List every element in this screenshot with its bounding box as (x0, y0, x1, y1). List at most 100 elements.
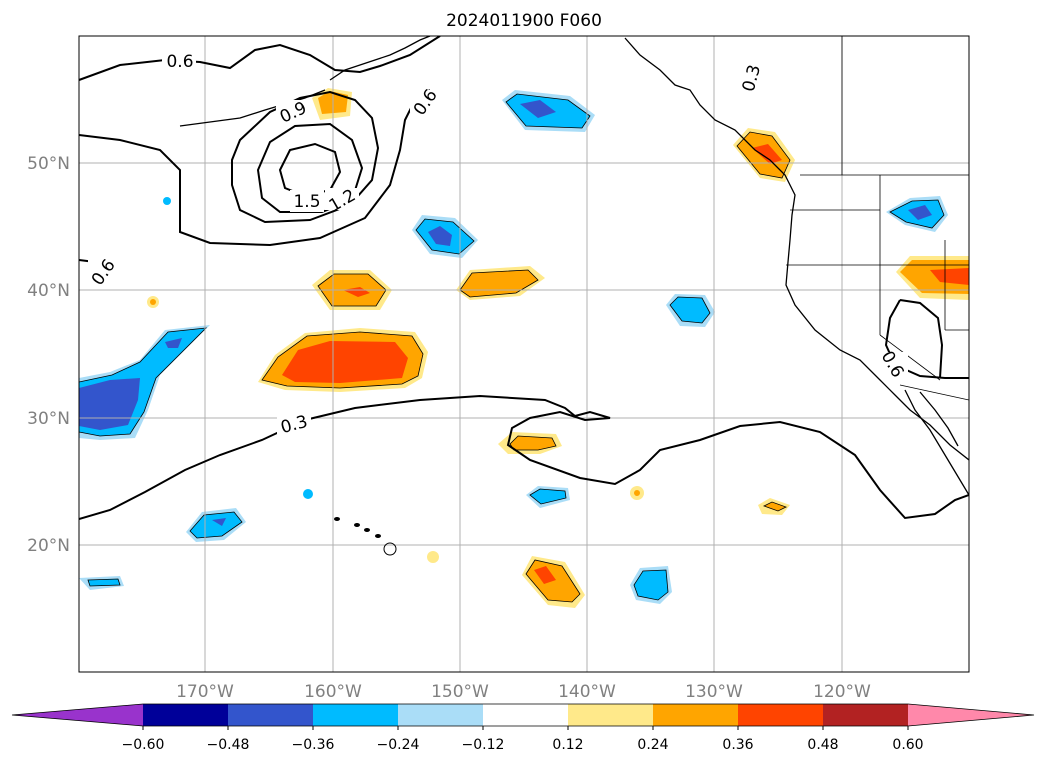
lat-label-40n: 40°N (27, 281, 70, 301)
positive-anomaly-region (900, 260, 969, 294)
negative-anomaly-region (634, 570, 668, 600)
colorbar-segment (313, 704, 398, 726)
map-title: 2024011900 F060 (446, 11, 602, 31)
anomaly-outline (762, 501, 788, 512)
contour-label-bg (276, 100, 310, 122)
colorbar-segment (398, 704, 483, 726)
negative-anomaly-region (165, 338, 182, 348)
contour-0.9 (231, 90, 380, 224)
colorbar-segment (483, 704, 568, 726)
contour-0.6-closed (79, 89, 431, 247)
anomaly-outline (415, 218, 475, 255)
colorbar-segment (738, 704, 823, 726)
negative-anomaly-region (530, 489, 566, 504)
contour-0.6-upper (79, 36, 441, 81)
negative-anomaly-region (88, 579, 120, 586)
contour-label-bg (738, 66, 764, 88)
north-america-coastline (624, 37, 969, 461)
alaska-coastline (329, 36, 431, 81)
positive-anomaly-region (282, 341, 408, 383)
island (364, 528, 370, 532)
state-border (879, 334, 941, 381)
positive-anomaly-speck (634, 490, 640, 496)
island (383, 542, 397, 556)
baja-coastline (904, 389, 969, 496)
contour-label-bg (410, 90, 440, 112)
lon-label-170w: 170°W (176, 682, 234, 702)
colorbar-tick-label: −0.12 (462, 737, 505, 753)
contour-label-bg (162, 49, 196, 71)
contour-label: 1.5 (293, 192, 320, 212)
positive-anomaly-speck (427, 551, 439, 563)
negative-anomaly-region (908, 205, 932, 220)
colorbar-tick-label: 0.12 (552, 737, 583, 753)
island (375, 534, 381, 538)
anomaly-outline (669, 296, 711, 324)
lat-label-30n: 30°N (27, 409, 70, 429)
map-plot-area: 0.6 0.9 1.2 1.5 0.6 0.6 0.3 0.3 0.6 (79, 36, 969, 672)
colorbar: −0.60 −0.48 −0.36 −0.24 −0.12 0.12 0.24 0.36 0.4… (11, 703, 1035, 753)
negative-anomaly-region (670, 297, 710, 323)
anomaly-outline (459, 269, 539, 298)
contour-label-bg (878, 352, 908, 374)
anomaly-outline (736, 131, 791, 179)
contour-label-bg (290, 190, 324, 212)
negative-anomaly-speck (303, 489, 313, 499)
island (334, 517, 340, 521)
anomaly-outline (525, 559, 581, 603)
negative-anomaly-speck (163, 197, 171, 205)
positive-anomaly-region (930, 268, 969, 285)
negative-anomaly-region (79, 378, 140, 430)
colorbar-tick-label: 0.36 (722, 737, 753, 753)
contour-1.2 (256, 122, 364, 213)
colorbar-tick-label: −0.48 (207, 737, 250, 753)
lat-label-20n: 20°N (27, 536, 70, 556)
negative-anomaly-region (428, 226, 452, 246)
colorbar-tick-label: −0.60 (122, 737, 165, 753)
colorbar-extend-max (908, 704, 1034, 726)
negative-anomaly-region (190, 512, 242, 538)
anomaly-outlines (79, 93, 945, 603)
colorbar-tick-label: −0.36 (292, 737, 335, 753)
negative-anomaly-region (212, 518, 226, 526)
anomaly-outline (79, 327, 208, 437)
lon-label-150w: 150°W (431, 682, 489, 702)
anomaly-outline (261, 331, 424, 389)
anomaly-outline (529, 488, 567, 505)
anomaly-outline (633, 569, 669, 601)
colorbar-tick-label: 0.60 (892, 737, 923, 753)
contour-0.3 (79, 394, 969, 520)
borders (786, 36, 969, 401)
lon-label-130w: 130°W (685, 682, 743, 702)
contour-0.6-east-loop (899, 299, 944, 379)
lat-label-50n: 50°N (27, 154, 70, 174)
map-frame (78, 35, 970, 673)
hawaiian-islands (334, 517, 397, 556)
negative-anomaly-region (520, 100, 556, 118)
anomaly-outline (189, 511, 243, 539)
filled-anomalies (79, 88, 969, 608)
mexico-border (899, 384, 969, 401)
anomaly-outline (505, 93, 591, 129)
contour-label-bg (88, 260, 118, 282)
positive-anomaly-region (534, 566, 556, 584)
colorbar-extend-min (12, 704, 143, 726)
contour-label-bg (277, 412, 311, 434)
contour-label-group: 0.6 0.9 1.2 1.5 0.6 0.6 0.3 0.3 0.6 (88, 49, 908, 438)
colorbar-tick-label: 0.24 (637, 737, 668, 753)
positive-anomaly-region (764, 502, 786, 511)
gridlines (79, 36, 969, 672)
positive-anomaly-speck (150, 299, 156, 305)
colorbar-tick-label: 0.48 (807, 737, 838, 753)
lon-label-160w: 160°W (304, 682, 362, 702)
colorbar-segment (823, 704, 908, 726)
contour-label: 0.6 (166, 52, 193, 72)
lon-label-140w: 140°W (558, 682, 616, 702)
contour-label-bg (325, 188, 359, 210)
island (354, 523, 360, 527)
gulf-of-california-coast (919, 391, 959, 447)
anomaly-outline (87, 578, 121, 587)
colorbar-segment (143, 704, 228, 726)
colorbar-segment (568, 704, 653, 726)
